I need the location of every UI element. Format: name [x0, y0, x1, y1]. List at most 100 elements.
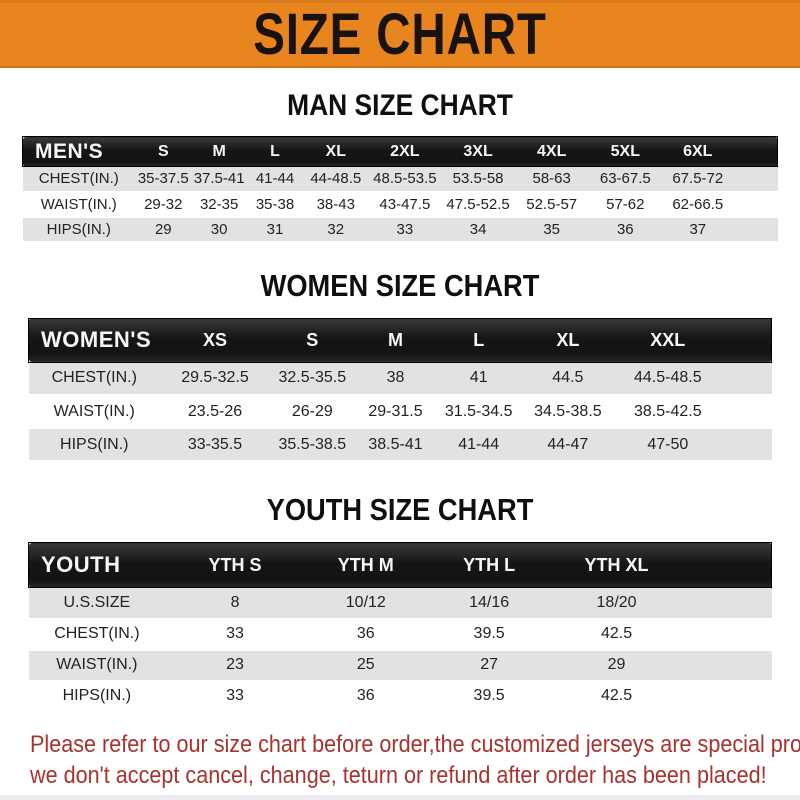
size-value-cell: 38.5-42.5 — [633, 402, 702, 420]
size-value-cell: 52.5-57 — [526, 195, 578, 213]
size-value-cell: 44-48.5 — [310, 170, 362, 188]
size-column-header: YTH M — [304, 542, 427, 588]
women-size-section: WOMEN SIZE CHART WOMEN'S XS S M L XL XXL CHEST(… — [0, 267, 800, 463]
size-value-cell: 35-37.5 — [137, 170, 189, 188]
size-value-cell: 30 — [210, 220, 228, 238]
women-size-table: WOMEN'S XS S M L XL XXL CHEST(IN.) 29.5-32.5 32.5… — [28, 317, 772, 463]
size-value-cell: 41-44 — [458, 435, 500, 453]
size-value-cell: 57-62 — [606, 195, 645, 213]
size-value-cell: 10/12 — [345, 593, 386, 611]
table-row: HIPS(IN.) 33 36 39.5 42.5 — [28, 680, 772, 712]
table-row: WAIST(IN.) 29-32 32-35 35-38 38-43 43-47.5 47.… — [22, 191, 778, 217]
table-row: HIPS(IN.) 29 30 31 32 33 34 35 36 37 — [22, 216, 778, 242]
size-value-cell: 39.5 — [473, 625, 505, 642]
men-size-section: MAN SIZE CHART MEN'S S M L XL 2XL 3XL 4XL 5XL 6XL… — [0, 89, 800, 243]
size-column-header: 3XL — [441, 136, 515, 167]
size-value-cell: 33 — [226, 625, 244, 642]
size-value-cell: 38 — [386, 369, 405, 387]
size-value-cell: 37.5-41 — [193, 170, 245, 188]
size-column-header: 4XL — [514, 136, 589, 167]
header-filler — [681, 542, 772, 588]
measurement-row-label: HIPS(IN.) — [46, 220, 111, 238]
size-value-cell: 36 — [356, 687, 375, 704]
measurement-row-label: HIPS(IN.) — [60, 435, 129, 453]
size-value-cell: 29-32 — [144, 195, 183, 213]
table-row: CHEST(IN.) 33 36 39.5 42.5 — [28, 618, 772, 650]
size-header-bar: MEN'S S M L XL 2XL 3XL 4XL 5XL 6XL — [21, 136, 778, 167]
row-filler — [682, 619, 772, 650]
size-value-cell: 8 — [230, 593, 240, 611]
row-filler — [734, 167, 778, 192]
youth-section-title: YOUTH SIZE CHART — [266, 492, 534, 527]
size-header-bar: WOMEN'S XS S M L XL XXL — [28, 317, 772, 363]
header-filler — [733, 136, 778, 167]
size-value-cell: 62-66.5 — [672, 195, 724, 213]
size-value-cell: 44-47 — [547, 435, 589, 453]
size-value-cell: 41 — [469, 369, 488, 387]
row-filler — [682, 681, 772, 712]
size-value-cell: 29 — [154, 220, 172, 238]
size-header-bar: YOUTH YTH S YTH M YTH L YTH XL — [28, 542, 772, 588]
size-value-cell: 32-35 — [199, 195, 239, 213]
size-value-cell: 42.5 — [600, 625, 633, 642]
size-value-cell: 35.5-38.5 — [278, 435, 347, 453]
size-value-cell: 34.5-38.5 — [534, 402, 602, 420]
size-value-cell: 42.5 — [600, 687, 633, 704]
size-column-header: L — [436, 317, 522, 363]
measurement-row-label: HIPS(IN.) — [62, 687, 132, 704]
size-value-cell: 26-29 — [291, 402, 333, 420]
size-value-cell: 33 — [226, 687, 244, 704]
size-value-cell: 63-67.5 — [599, 170, 651, 188]
size-column-header: YTH L — [426, 542, 552, 588]
youth-size-table: YOUTH YTH S YTH M YTH L YTH XL U.S.SIZE 8 10/12… — [28, 542, 772, 713]
size-value-cell: 67.5-72 — [672, 170, 724, 188]
table-corner-label: WOMEN'S — [28, 317, 161, 363]
size-value-cell: 38-43 — [316, 195, 355, 213]
size-value-cell: 14/16 — [469, 593, 510, 611]
size-column-header: XL — [303, 136, 369, 167]
table-row: U.S.SIZE 8 10/12 14/16 18/20 — [28, 587, 772, 619]
size-value-cell: 32.5-35.5 — [278, 369, 347, 387]
size-column-header: L — [246, 136, 304, 167]
table-row: CHEST(IN.) 35-37.5 37.5-41 41-44 44-48.5 48.5… — [22, 166, 778, 192]
size-column-header: M — [354, 317, 437, 363]
measurement-row-label: CHEST(IN.) — [51, 369, 137, 387]
row-filler — [721, 428, 772, 461]
size-value-cell: 32 — [327, 220, 345, 238]
measurement-row-label: WAIST(IN.) — [53, 402, 135, 420]
size-column-header: XXL — [614, 317, 721, 363]
row-filler — [721, 395, 772, 428]
measurement-row-label: CHEST(IN.) — [38, 170, 119, 188]
table-row: CHEST(IN.) 29.5-32.5 32.5-35.5 38 41 44.5 44.5… — [28, 362, 772, 395]
men-size-table: MEN'S S M L XL 2XL 3XL 4XL 5XL 6XL CHEST(IN.) 35-37… — [21, 136, 778, 243]
size-value-cell: 33 — [396, 220, 414, 238]
size-value-cell: 39.5 — [473, 687, 505, 704]
bottom-edge-strip — [0, 795, 800, 800]
size-column-header: XL — [521, 317, 615, 363]
table-corner-label: MEN'S — [21, 136, 135, 167]
size-value-cell: 29 — [607, 656, 626, 673]
size-value-cell: 23.5-26 — [187, 402, 243, 420]
table-row: WAIST(IN.) 23.5-26 26-29 29-31.5 31.5-34.5 34… — [28, 395, 772, 428]
size-value-cell: 36 — [616, 220, 634, 238]
row-filler — [734, 192, 778, 217]
size-value-cell: 31 — [266, 220, 284, 238]
men-section-title: MAN SIZE CHART — [287, 89, 513, 122]
size-value-cell: 38.5-41 — [368, 435, 423, 453]
size-value-cell: 34 — [469, 220, 487, 238]
size-column-header: S — [134, 136, 192, 167]
banner-title: SIZE CHART — [253, 1, 547, 67]
women-section-title: WOMEN SIZE CHART — [260, 267, 540, 303]
size-value-cell: 31.5-34.5 — [444, 402, 513, 420]
size-value-cell: 29-31.5 — [368, 402, 423, 420]
footer-note: Please refer to our size chart before or… — [30, 729, 800, 791]
row-filler — [721, 362, 772, 395]
size-column-header: 2XL — [368, 136, 442, 167]
size-value-cell: 58-63 — [532, 170, 571, 188]
size-column-header: 5XL — [588, 136, 662, 167]
size-value-cell: 48.5-53.5 — [373, 170, 437, 188]
row-filler — [734, 217, 778, 242]
size-value-cell: 36 — [356, 625, 375, 642]
measurement-row-label: WAIST(IN.) — [40, 195, 117, 213]
size-value-cell: 43-47.5 — [379, 195, 431, 213]
